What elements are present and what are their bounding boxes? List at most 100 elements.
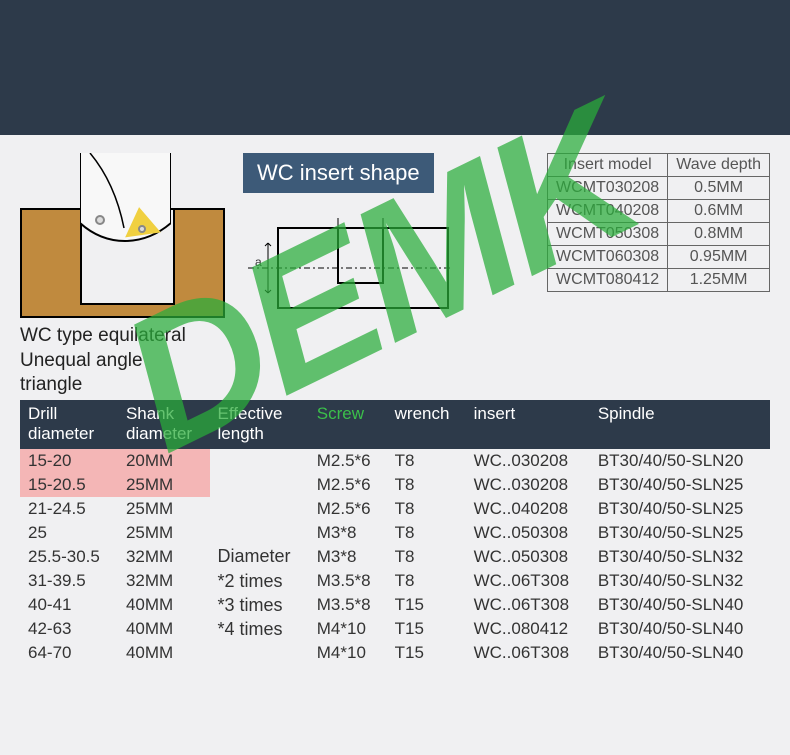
main-table-cell: 32MM xyxy=(118,545,210,569)
insert-table-header: Insert model xyxy=(548,154,668,177)
insert-table-row: WCMT0503080.8MM xyxy=(548,223,770,246)
main-table-cell: T15 xyxy=(387,617,466,641)
wc-insert-shape-title: WC insert shape xyxy=(243,153,434,193)
main-table-cell: T8 xyxy=(387,449,466,473)
insert-table-cell: 0.95MM xyxy=(668,246,770,269)
shape-diagram: a xyxy=(243,203,468,323)
screw-hole-icon xyxy=(138,225,146,233)
main-table-cell xyxy=(210,497,309,521)
main-table-row: 21-24.525MMM2.5*6T8WC..040208BT30/40/50-… xyxy=(20,497,770,521)
main-table-cell: 21-24.5 xyxy=(20,497,118,521)
main-table-row: 2525MMDiameter*2 times*3 times*4 timesM3… xyxy=(20,521,770,545)
main-table-cell: 15-20.5 xyxy=(20,473,118,497)
main-table-header: Drilldiameter xyxy=(20,400,118,449)
middle-column: WC insert shape a xyxy=(243,153,529,328)
main-table-row: 42-6340MMM4*10T15WC..080412BT30/40/50-SL… xyxy=(20,617,770,641)
main-table-header: Effectivelength xyxy=(210,400,309,449)
main-table-cell: 31-39.5 xyxy=(20,569,118,593)
main-table-cell: M3*8 xyxy=(309,521,387,545)
drill-illustration xyxy=(20,153,225,318)
main-table-cell: M3*8 xyxy=(309,545,387,569)
main-table-cell: T8 xyxy=(387,569,466,593)
drill-tip xyxy=(80,153,171,243)
top-band xyxy=(0,0,790,135)
screw-hole-icon xyxy=(95,215,105,225)
content-area: WC type equilateral Unequal angle triang… xyxy=(0,135,790,665)
main-table-cell: WC..030208 xyxy=(466,473,590,497)
main-table-cell: 25.5-30.5 xyxy=(20,545,118,569)
insert-table-cell: 0.6MM xyxy=(668,200,770,223)
main-spec-table: DrilldiameterShankdiameterEffectivelengt… xyxy=(20,400,770,665)
wc-caption: WC type equilateral Unequal angle triang… xyxy=(20,324,225,398)
main-table-cell: WC..06T308 xyxy=(466,641,590,665)
main-table-cell: 15-20 xyxy=(20,449,118,473)
main-table-cell: 64-70 xyxy=(20,641,118,665)
main-table-header: Shankdiameter xyxy=(118,400,210,449)
main-table-cell: M3.5*8 xyxy=(309,593,387,617)
upper-row: WC type equilateral Unequal angle triang… xyxy=(20,153,770,398)
effective-length-note: Diameter*2 times*3 times*4 times xyxy=(210,521,309,665)
main-table-header: Spindle xyxy=(590,400,770,449)
insert-table-cell: WCMT050308 xyxy=(548,223,668,246)
main-table-cell: 25MM xyxy=(118,497,210,521)
main-table-cell: 40-41 xyxy=(20,593,118,617)
insert-table-row: WCMT0804121.25MM xyxy=(548,269,770,292)
insert-table-cell: WCMT030208 xyxy=(548,177,668,200)
main-table-cell: T8 xyxy=(387,521,466,545)
main-table-wrap: DrilldiameterShankdiameterEffectivelengt… xyxy=(20,400,770,665)
main-table-cell: BT30/40/50-SLN25 xyxy=(590,497,770,521)
main-table-cell: 40MM xyxy=(118,617,210,641)
insert-table-row: WCMT0603080.95MM xyxy=(548,246,770,269)
main-table-header: wrench xyxy=(387,400,466,449)
insert-table-cell: WCMT080412 xyxy=(548,269,668,292)
main-table-cell: 25MM xyxy=(118,473,210,497)
insert-table-row: WCMT0302080.5MM xyxy=(548,177,770,200)
main-table-header: Screw xyxy=(309,400,387,449)
insert-table-row: WCMT0402080.6MM xyxy=(548,200,770,223)
main-table-cell: 42-63 xyxy=(20,617,118,641)
main-table-cell: 40MM xyxy=(118,593,210,617)
insert-model-table-wrap: Insert modelWave depth WCMT0302080.5MMWC… xyxy=(547,153,770,292)
main-table-cell xyxy=(210,449,309,473)
insert-table-cell: 0.8MM xyxy=(668,223,770,246)
main-table-row: 31-39.532MMM3.5*8T8WC..06T308BT30/40/50-… xyxy=(20,569,770,593)
main-table-cell: WC..080412 xyxy=(466,617,590,641)
main-table-cell: WC..06T308 xyxy=(466,593,590,617)
insert-model-table: Insert modelWave depth WCMT0302080.5MMWC… xyxy=(547,153,770,292)
insert-table-cell: WCMT060308 xyxy=(548,246,668,269)
main-table-cell: 32MM xyxy=(118,569,210,593)
main-table-cell: BT30/40/50-SLN32 xyxy=(590,569,770,593)
main-table-cell: T15 xyxy=(387,593,466,617)
insert-table-cell: WCMT040208 xyxy=(548,200,668,223)
main-table-cell: T8 xyxy=(387,545,466,569)
wc-caption-line: triangle xyxy=(20,373,225,398)
insert-table-header: Wave depth xyxy=(668,154,770,177)
main-table-row: 40-4140MM M3.5*8T15WC..06T308BT30/40/50-S… xyxy=(20,593,770,617)
main-table-header: insert xyxy=(466,400,590,449)
main-table-cell: WC..050308 xyxy=(466,521,590,545)
svg-text:a: a xyxy=(255,255,262,269)
main-table-cell: BT30/40/50-SLN25 xyxy=(590,473,770,497)
left-illustration-col: WC type equilateral Unequal angle triang… xyxy=(20,153,225,398)
main-table-cell: 25 xyxy=(20,521,118,545)
main-table-cell: M2.5*6 xyxy=(309,497,387,521)
main-table-cell: T8 xyxy=(387,497,466,521)
insert-table-cell: 1.25MM xyxy=(668,269,770,292)
main-table-cell: 20MM xyxy=(118,449,210,473)
main-table-cell: T8 xyxy=(387,473,466,497)
main-table-cell: 25MM xyxy=(118,521,210,545)
main-table-row: 15-20.525MM M2.5*6T8WC..030208BT30/40/50-… xyxy=(20,473,770,497)
main-table-cell: BT30/40/50-SLN40 xyxy=(590,641,770,665)
insert-table-cell: 0.5MM xyxy=(668,177,770,200)
main-table-cell: WC..06T308 xyxy=(466,569,590,593)
main-table-row: 15-2020MMM2.5*6T8WC..030208BT30/40/50-SL… xyxy=(20,449,770,473)
main-table-cell: M4*10 xyxy=(309,641,387,665)
main-table-row: 64-7040MMM4*10T15WC..06T308BT30/40/50-SL… xyxy=(20,641,770,665)
main-table-row: 25.5-30.532MMM3*8T8WC..050308BT30/40/50-… xyxy=(20,545,770,569)
main-table-cell xyxy=(210,473,309,497)
wc-caption-line: WC type equilateral xyxy=(20,324,225,349)
main-table-cell: 40MM xyxy=(118,641,210,665)
main-table-cell: M2.5*6 xyxy=(309,473,387,497)
main-table-cell: BT30/40/50-SLN40 xyxy=(590,593,770,617)
main-table-cell: BT30/40/50-SLN40 xyxy=(590,617,770,641)
